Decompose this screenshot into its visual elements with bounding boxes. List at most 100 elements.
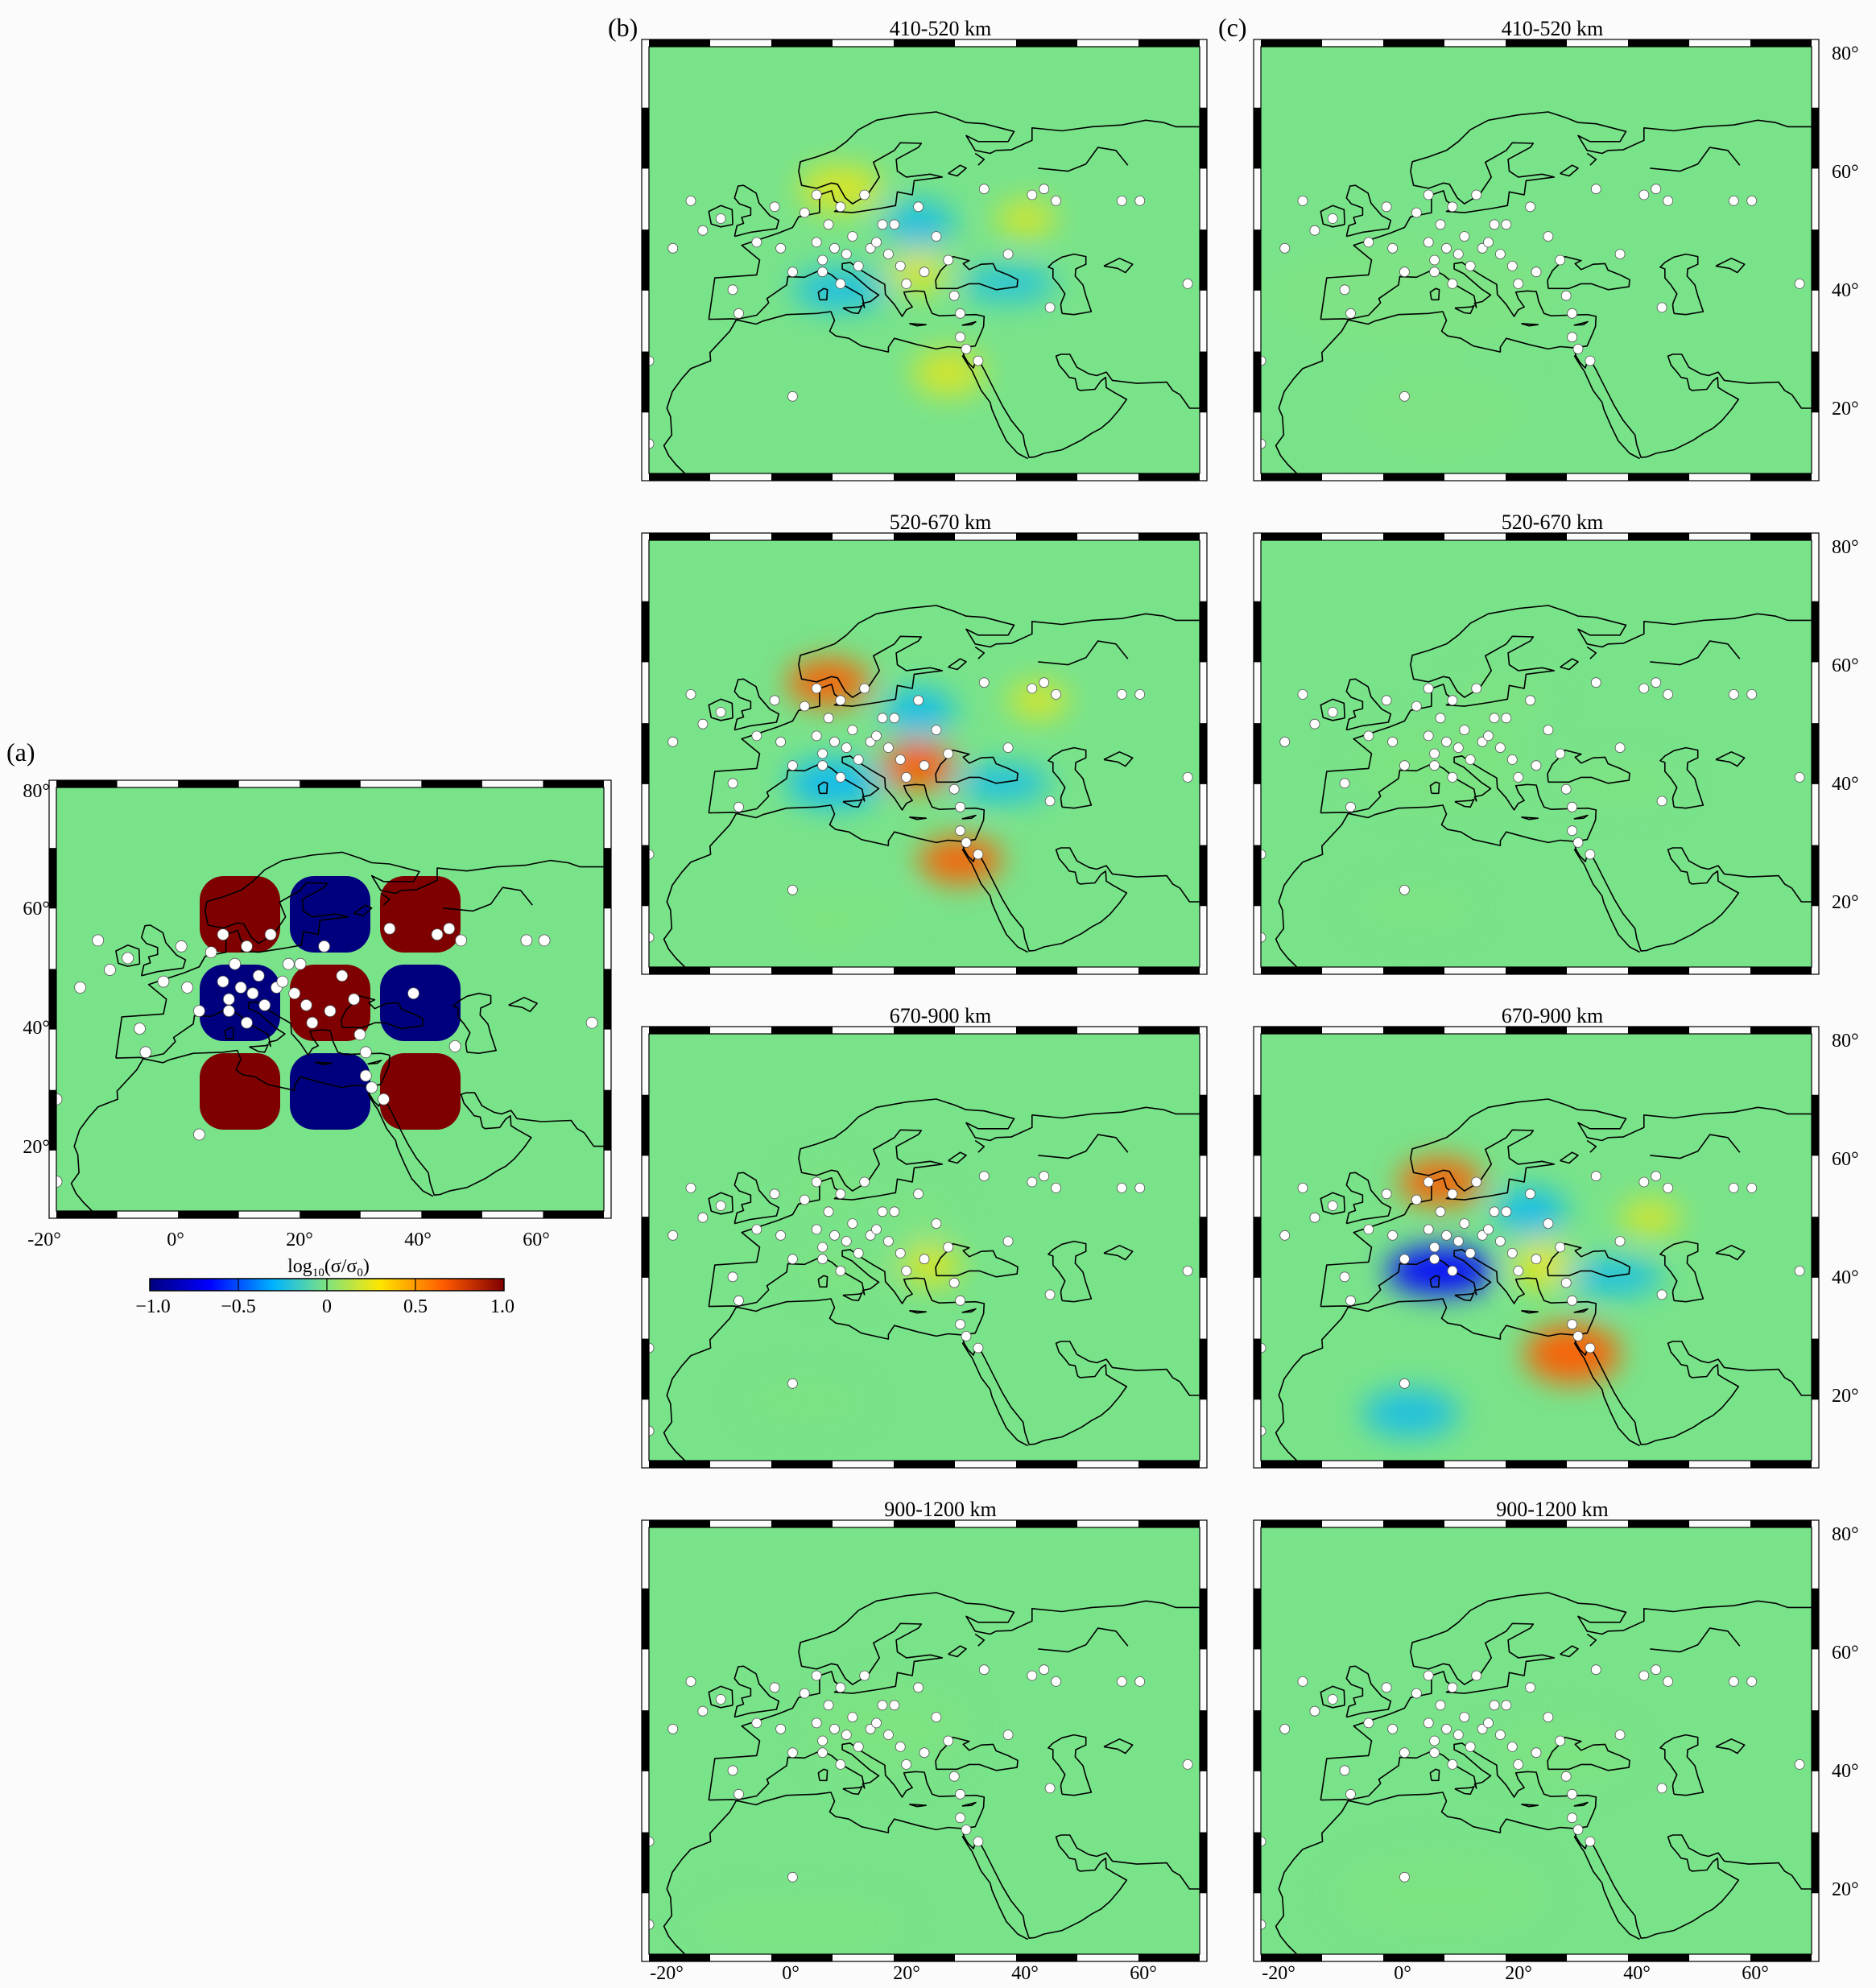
coastline xyxy=(367,1060,382,1065)
station-marker xyxy=(883,1236,894,1246)
coastline xyxy=(961,841,1028,953)
colorbar-label: log10(σ/σ0) xyxy=(287,1256,370,1279)
coastline xyxy=(842,1785,863,1796)
station-marker xyxy=(649,438,655,449)
anomaly-blob xyxy=(1008,682,1068,718)
station-marker xyxy=(1513,278,1524,289)
station-marker xyxy=(955,1319,965,1330)
station-marker xyxy=(1567,1319,1577,1330)
station-marker xyxy=(889,219,900,230)
station-marker xyxy=(1614,249,1626,260)
station-marker xyxy=(835,1266,846,1276)
lat-tick: 20° xyxy=(1832,1879,1859,1900)
station-marker xyxy=(1261,438,1267,449)
lon-tick: 60° xyxy=(1130,1963,1157,1984)
coastline xyxy=(1103,751,1134,767)
station-marker xyxy=(1459,725,1470,735)
station-marker xyxy=(1746,689,1758,700)
station-marker xyxy=(1543,1712,1554,1723)
coastline xyxy=(1560,1151,1579,1164)
coastline xyxy=(1038,147,1129,172)
coastline xyxy=(1573,1801,1589,1807)
coastline xyxy=(663,1742,986,1954)
coastline xyxy=(1209,256,1242,267)
coastline xyxy=(1320,1685,1345,1709)
stations xyxy=(1261,1171,1805,1436)
station-marker xyxy=(769,201,780,213)
station-marker xyxy=(733,1788,744,1800)
coastline xyxy=(1429,1275,1440,1288)
station-marker xyxy=(943,1735,954,1746)
station-marker xyxy=(943,254,954,266)
station-marker xyxy=(1261,1836,1267,1847)
map-frame xyxy=(641,1026,1208,1469)
map-frame xyxy=(1253,1519,1820,1962)
station-marker xyxy=(1116,689,1127,700)
stations xyxy=(649,1171,1193,1436)
coastline xyxy=(1650,640,1741,666)
station-marker xyxy=(715,213,726,224)
station-marker xyxy=(913,1682,924,1693)
station-marker xyxy=(1387,1230,1398,1241)
station-marker xyxy=(1651,677,1662,688)
station-marker xyxy=(667,736,679,747)
coastline xyxy=(909,323,927,327)
map-frame xyxy=(1253,532,1820,975)
station-marker xyxy=(1447,1759,1458,1770)
coastline xyxy=(842,304,863,315)
station-marker xyxy=(1656,302,1667,313)
lat-tick: 80° xyxy=(1832,537,1859,558)
lat-tick: 80° xyxy=(1832,1031,1859,1052)
coastline xyxy=(1521,323,1539,327)
station-marker xyxy=(685,1183,696,1193)
station-marker xyxy=(835,1682,846,1693)
coastline xyxy=(961,320,977,326)
coastline xyxy=(1715,1245,1746,1261)
station-marker xyxy=(835,1188,846,1200)
coastline xyxy=(1345,678,1392,731)
station-marker xyxy=(715,1694,726,1705)
coastline xyxy=(1179,887,1200,903)
station-marker xyxy=(727,1765,738,1776)
station-marker xyxy=(847,1712,858,1723)
station-marker xyxy=(1572,1331,1584,1341)
coastline xyxy=(1038,1627,1129,1653)
lat-tick: 40° xyxy=(23,1018,50,1039)
station-marker xyxy=(948,783,960,795)
station-marker xyxy=(264,928,277,940)
station-marker xyxy=(1794,1759,1805,1770)
coastline xyxy=(1573,814,1589,820)
station-marker xyxy=(366,1081,378,1093)
lat-tick: 80° xyxy=(1832,43,1859,64)
coastline xyxy=(1429,287,1440,301)
station-marker xyxy=(1728,689,1739,700)
station-marker xyxy=(1051,1183,1061,1193)
coastline xyxy=(961,1828,1028,1940)
station-marker xyxy=(1411,207,1422,218)
coastline xyxy=(366,1085,434,1197)
lon-tick: -20° xyxy=(1262,1963,1295,1984)
station-marker xyxy=(787,267,798,278)
station-marker xyxy=(205,946,217,958)
station-marker xyxy=(1651,1664,1662,1676)
coastline xyxy=(1586,1139,1597,1153)
coastline xyxy=(1454,304,1475,315)
station-marker xyxy=(1651,1171,1662,1182)
station-marker xyxy=(829,736,840,747)
coastline xyxy=(974,152,986,166)
station-marker xyxy=(1261,932,1267,943)
lon-tick: 40° xyxy=(1011,1963,1039,1984)
station-marker xyxy=(1567,308,1577,319)
coastline xyxy=(1791,887,1812,903)
coastline xyxy=(1209,1243,1242,1254)
coastline xyxy=(443,887,533,912)
coastline xyxy=(1521,1310,1539,1314)
station-marker xyxy=(1339,284,1350,296)
coastline xyxy=(1575,1834,1792,1939)
colorbar: log10(σ/σ0) −1.0 −0.5 0 0.5 1.0 xyxy=(135,1256,514,1317)
station-marker xyxy=(859,683,870,694)
station-marker xyxy=(1429,1735,1440,1746)
station-marker xyxy=(1585,1342,1596,1354)
station-marker xyxy=(1501,1206,1512,1217)
station-marker xyxy=(1590,677,1601,688)
